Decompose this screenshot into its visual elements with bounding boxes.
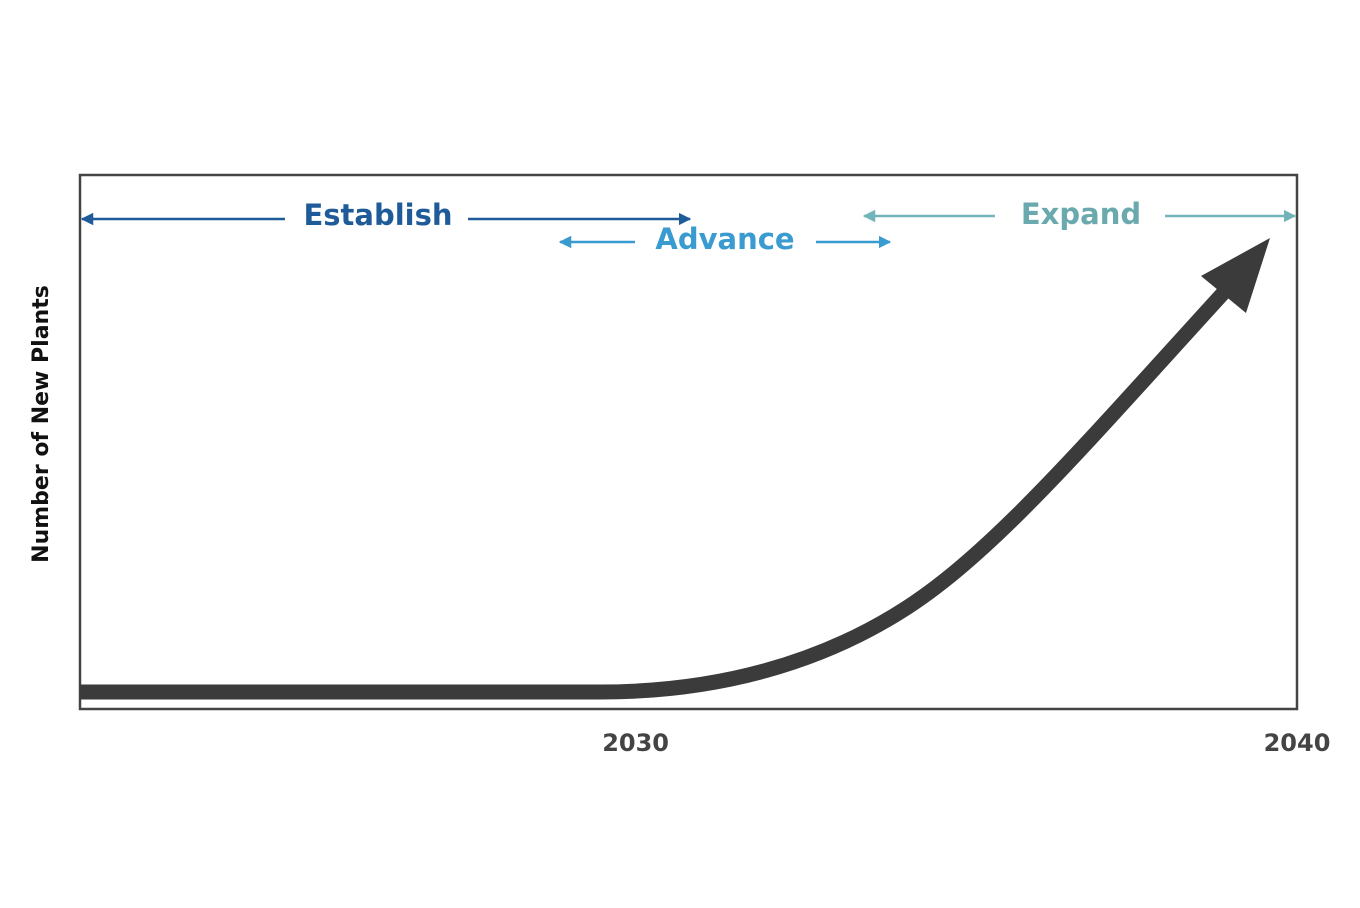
phase-label: Establish (303, 198, 452, 232)
x-tick-label: 2040 (1264, 729, 1331, 757)
y-axis-label: Number of New Plants (29, 285, 54, 563)
x-tick-label: 2030 (602, 729, 669, 757)
plot-frame (78, 173, 1299, 711)
growth-arrowhead (1201, 238, 1270, 313)
growth-curve (80, 284, 1232, 700)
phase-label: Expand (1021, 197, 1141, 231)
phase-label: Advance (655, 222, 794, 256)
